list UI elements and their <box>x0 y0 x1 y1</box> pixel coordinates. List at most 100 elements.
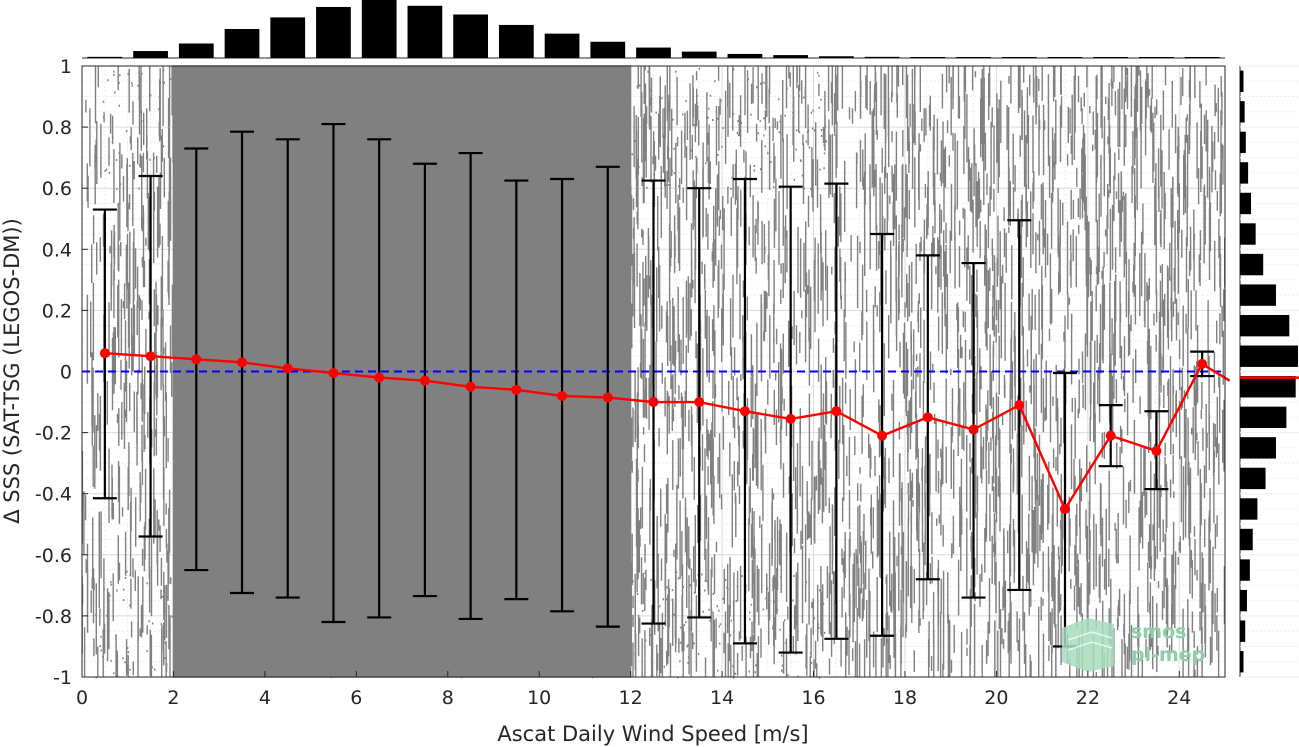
main-plot: smos pi-mep <box>81 65 1231 679</box>
right-histogram-bar <box>1240 528 1253 551</box>
right-histogram-bar <box>1240 192 1252 215</box>
right-histogram-bar <box>1240 589 1247 612</box>
smos-pimep-logo: smos pi-mep <box>1062 618 1205 672</box>
y-tick-label: -0.6 <box>35 545 72 567</box>
right-histogram-bar <box>1240 498 1258 520</box>
mean-point <box>831 406 842 417</box>
top-histogram-bar <box>270 17 306 58</box>
scatter-cloud <box>81 65 1226 679</box>
y-tick-label: -0.4 <box>35 484 72 506</box>
right-histogram-bar <box>1240 376 1296 398</box>
right-histogram-bar <box>1240 437 1276 459</box>
x-tick-label: 10 <box>527 687 551 709</box>
mean-point <box>374 372 385 383</box>
x-tick-label: 0 <box>76 687 88 709</box>
x-tick-label: 22 <box>1076 687 1100 709</box>
top-histogram-bar <box>178 43 214 58</box>
top-histogram-bar <box>1093 57 1129 58</box>
mean-point <box>557 390 568 401</box>
top-histogram-bar <box>1139 57 1174 58</box>
top-histogram-bar <box>544 33 580 58</box>
mean-point <box>739 406 750 417</box>
top-histogram-bar <box>133 51 168 58</box>
top-histogram-bar <box>224 29 260 58</box>
top-histogram-bar <box>316 6 351 59</box>
right-histogram-bar <box>1240 620 1246 642</box>
top-histogram-bar <box>681 51 717 58</box>
y-axis-label: Δ SSS (SAT-TSG (LEGOS-DM)) <box>0 218 24 524</box>
scatter-points <box>81 65 1226 679</box>
y-tick-label: 0 <box>60 362 72 384</box>
mean-point <box>1105 430 1116 441</box>
y-tick-label: 0.6 <box>42 178 72 200</box>
y-tick-label: -0.2 <box>35 423 72 445</box>
mean-point <box>1059 503 1070 514</box>
x-tick-label: 18 <box>893 687 917 709</box>
y-tick-label: 0.2 <box>42 300 72 322</box>
x-tick-label: 16 <box>801 687 825 709</box>
mean-point <box>922 412 933 423</box>
mean-point <box>602 392 613 403</box>
top-histogram-bar <box>1001 57 1037 58</box>
mean-point <box>1151 445 1162 456</box>
top-histogram-bar <box>1047 57 1083 58</box>
right-histogram-bar <box>1240 131 1246 154</box>
y-tick-label: 0.8 <box>42 117 72 139</box>
mean-point <box>237 357 248 368</box>
top-histogram-bar <box>773 55 809 58</box>
x-tick-label: 12 <box>619 687 643 709</box>
x-tick-label: 24 <box>1167 687 1191 709</box>
mean-point <box>1014 400 1025 411</box>
right-histogram-bar <box>1240 101 1245 123</box>
mean-point <box>785 413 796 424</box>
top-histogram-bar <box>956 57 991 58</box>
mean-point <box>968 424 979 435</box>
top-histogram-bar <box>361 0 397 58</box>
logo-mark <box>1062 618 1114 672</box>
right-histogram-bar <box>1240 253 1264 276</box>
mean-point <box>465 381 476 392</box>
top-histogram-bar <box>864 56 900 58</box>
top-histogram-bar <box>87 56 123 58</box>
x-tick-label: 2 <box>167 687 179 709</box>
right-histogram-bar <box>1240 345 1298 367</box>
y-tick-label: 1 <box>60 56 72 78</box>
y-tick-label: -1 <box>53 667 72 689</box>
y-tick-label: -0.8 <box>35 606 72 628</box>
right-histogram-bar <box>1240 467 1266 490</box>
mean-point <box>145 351 156 362</box>
right-histogram <box>1239 65 1299 678</box>
x-tick-label: 20 <box>984 687 1008 709</box>
y-axis-ticks: -1 -0.8 -0.6 -0.4 -0.2 0 0.2 0.4 0.6 0.8 1 <box>35 56 88 689</box>
right-histogram-bar <box>1240 162 1249 184</box>
mean-point <box>694 397 705 408</box>
mean-point <box>1197 358 1208 369</box>
top-histogram-bar <box>407 5 443 59</box>
logo-line-2: pi-mep <box>1131 644 1205 666</box>
top-histogram-bar <box>910 57 946 58</box>
logo-line-1: smos <box>1131 621 1186 643</box>
mean-point <box>419 375 430 386</box>
x-axis-label: Ascat Daily Wind Speed [m/s] <box>497 722 808 746</box>
right-histogram-bar <box>1240 406 1287 429</box>
y-tick-label: 0.4 <box>42 239 72 261</box>
mean-series <box>99 348 1231 514</box>
right-histogram-bar <box>1240 223 1256 245</box>
top-histogram-bar <box>727 53 763 58</box>
right-histogram-bar <box>1240 314 1290 337</box>
right-histogram-bar <box>1240 284 1276 306</box>
x-tick-label: 6 <box>350 687 362 709</box>
right-histogram-bar <box>1240 559 1250 581</box>
x-tick-label: 4 <box>259 687 271 709</box>
top-histogram-bar <box>1184 57 1220 58</box>
top-histogram-bar <box>453 14 488 58</box>
mean-point <box>648 397 659 408</box>
x-axis-ticks: 0 2 4 6 8 10 12 14 16 18 20 22 24 <box>76 671 1191 709</box>
mean-point <box>282 363 293 374</box>
top-histogram-bar <box>819 56 854 58</box>
mean-point <box>191 354 202 365</box>
logo-mark-stripes <box>1067 631 1113 651</box>
mean-point <box>328 368 339 379</box>
mean-point <box>877 430 888 441</box>
